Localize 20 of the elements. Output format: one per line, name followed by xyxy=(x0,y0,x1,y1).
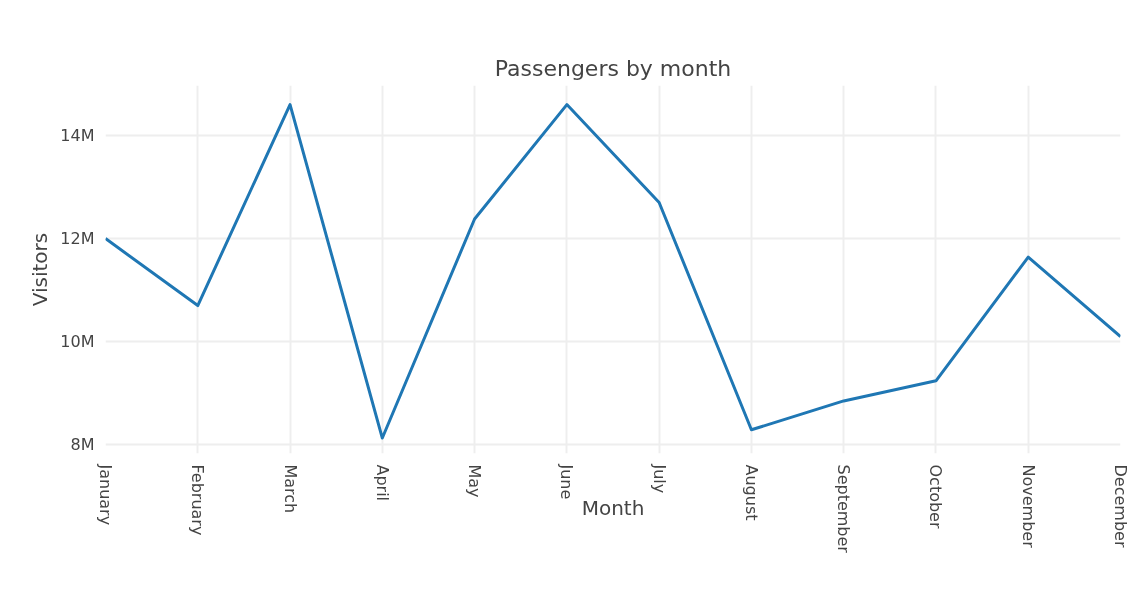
y-axis-title: Visitors xyxy=(28,232,53,307)
x-tick-label: September xyxy=(834,464,854,554)
x-tick-label: January xyxy=(96,463,115,526)
x-tick-label: November xyxy=(1018,464,1038,549)
x-tick-label: July xyxy=(649,463,669,494)
line-series xyxy=(105,103,1121,440)
x-tick-label: March xyxy=(280,464,300,514)
x-tick-label: April xyxy=(372,464,392,502)
x-axis-title: Month xyxy=(581,495,645,520)
x-tick-label: February xyxy=(188,464,208,536)
x-tick-label: August xyxy=(741,464,761,521)
y-tick-label: 12M xyxy=(60,229,95,249)
y-tick-label: 10M xyxy=(60,332,95,352)
chart-title: Passengers by month xyxy=(494,55,732,81)
x-tick-label: June xyxy=(557,463,577,500)
x-tick-label: October xyxy=(926,464,946,529)
x-tick-label: May xyxy=(465,464,485,498)
x-tick-label: December xyxy=(1111,464,1130,548)
y-tick-label: 14M xyxy=(60,125,95,145)
y-tick-label: 8M xyxy=(70,435,95,455)
